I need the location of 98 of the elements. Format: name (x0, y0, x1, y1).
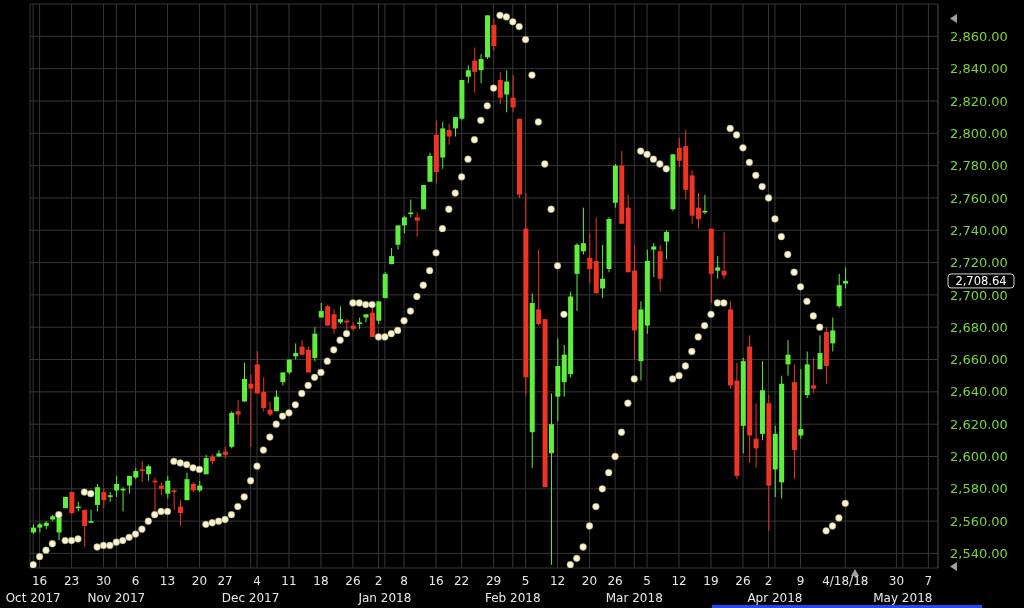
candlestick (325, 304, 331, 327)
candlestick (798, 368, 804, 440)
x-tick-label: 11 (281, 574, 297, 588)
candlestick (811, 357, 817, 394)
x-tick-label: Jan 2018 (357, 591, 412, 605)
candlestick (491, 18, 497, 52)
candlestick (715, 255, 721, 280)
y-tick-label: 2,540.00 (950, 546, 1008, 562)
candlestick (88, 509, 94, 524)
y-tick-label: 2,560.00 (950, 513, 1008, 529)
candlestick (785, 339, 791, 377)
x-tick-label: 5 (521, 574, 530, 588)
candlestick (664, 229, 670, 260)
candlestick (497, 71, 503, 105)
candlestick (101, 488, 107, 509)
y-tick-label: 2,840.00 (950, 61, 1008, 77)
y-tick-label: 2,580.00 (950, 481, 1008, 497)
y-tick-label: 2,640.00 (950, 384, 1008, 400)
x-tick-label: 30 (95, 574, 112, 588)
candlestick (69, 491, 75, 516)
x-tick-label: 20 (191, 574, 208, 588)
candlestick (414, 211, 420, 238)
x-tick-label: 26 (607, 574, 623, 588)
candlestick (395, 224, 401, 251)
x-tick-label: Nov 2017 (87, 591, 146, 605)
candlestick (165, 475, 171, 500)
candlestick (600, 244, 606, 299)
candlestick (216, 449, 222, 457)
x-tick-label: 12 (549, 574, 566, 588)
candlestick (171, 488, 177, 511)
y-tick-label: 2,600.00 (950, 449, 1008, 465)
candlestick (504, 69, 510, 113)
y-tick-label: 2,860.00 (950, 28, 1008, 44)
candlestick (178, 499, 184, 527)
x-tick-label: 6 (131, 574, 140, 588)
x-tick-label: Apr 2018 (747, 591, 803, 605)
x-tick-label: 2 (764, 574, 773, 588)
x-tick-label: Dec 2017 (221, 591, 280, 605)
candlestick (536, 249, 542, 327)
y-tick-label: 2,740.00 (950, 222, 1008, 238)
x-tick-label: 19 (703, 574, 719, 588)
x-tick-label: 8 (400, 574, 408, 588)
x-tick-label: 27 (217, 574, 233, 588)
x-tick-label: 26 (735, 574, 751, 588)
y-tick-label: 2,680.00 (950, 319, 1008, 335)
y-tick-label: 2,720.00 (950, 255, 1008, 271)
candlestick (363, 313, 369, 323)
candlestick (37, 522, 43, 533)
x-tick-label: 12 (671, 574, 687, 588)
candlestick (94, 483, 100, 512)
candlestick (139, 460, 145, 483)
x-tick-label: 2 (374, 574, 383, 588)
x-tick-label: 20 (581, 574, 598, 588)
x-tick-label: 16 (31, 574, 48, 588)
x-tick-label: 9 (796, 574, 805, 588)
candlestick (817, 334, 823, 370)
candlestick (753, 402, 759, 469)
candlestick (242, 362, 248, 403)
x-tick-label: 26 (345, 574, 361, 588)
x-tick-label: May 2018 (873, 591, 933, 605)
candlestick (830, 317, 836, 352)
candlestick (184, 472, 190, 501)
candlestick (651, 242, 657, 278)
x-tick-label: 23 (63, 574, 80, 588)
x-tick-label: Feb 2018 (484, 591, 541, 605)
x-tick-label: 18 (313, 574, 329, 588)
candlestick (472, 47, 478, 94)
candlestick (235, 399, 241, 425)
y-tick-label: 2,780.00 (950, 158, 1008, 174)
x-tick-label: 16 (428, 574, 444, 588)
candlestick (82, 509, 88, 548)
y-tick-label: 2,800.00 (950, 125, 1008, 141)
candlestick (587, 232, 593, 285)
candlestick (478, 53, 484, 84)
candlestick (510, 74, 516, 113)
candlestick (248, 373, 254, 448)
candlestick (376, 300, 382, 325)
candlestick (836, 273, 842, 309)
x-tick-label: 13 (159, 574, 176, 588)
x-tick-label: 7 (924, 574, 933, 588)
y-tick-label: 2,820.00 (950, 93, 1008, 109)
candlestick (331, 308, 337, 335)
x-tick-label: 30 (888, 574, 905, 588)
x-tick-label: 4/18/18 (822, 574, 869, 588)
x-tick-label: 4 (253, 574, 261, 588)
candlestick (843, 266, 849, 289)
y-tick-label: 2,700.00 (950, 287, 1008, 303)
candlestick (446, 123, 452, 146)
x-tick-label: Mar 2018 (605, 591, 663, 605)
y-tick-label: 2,760.00 (950, 190, 1008, 206)
y-tick-label: 2,620.00 (950, 416, 1008, 432)
x-tick-label: 5 (643, 574, 651, 588)
candlestick (114, 475, 120, 498)
text: 2,708.64 (955, 273, 1007, 288)
x-tick-label: 29 (485, 574, 502, 588)
x-tick-label: Oct 2017 (5, 591, 61, 605)
x-tick-label: 22 (453, 574, 470, 588)
y-tick-label: 2,660.00 (950, 352, 1008, 368)
